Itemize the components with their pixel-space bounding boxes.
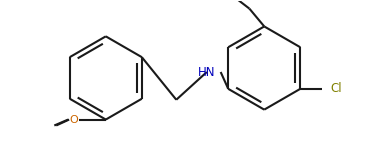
Text: HN: HN [198,66,215,78]
Text: Cl: Cl [330,82,341,95]
Text: O: O [70,115,79,125]
